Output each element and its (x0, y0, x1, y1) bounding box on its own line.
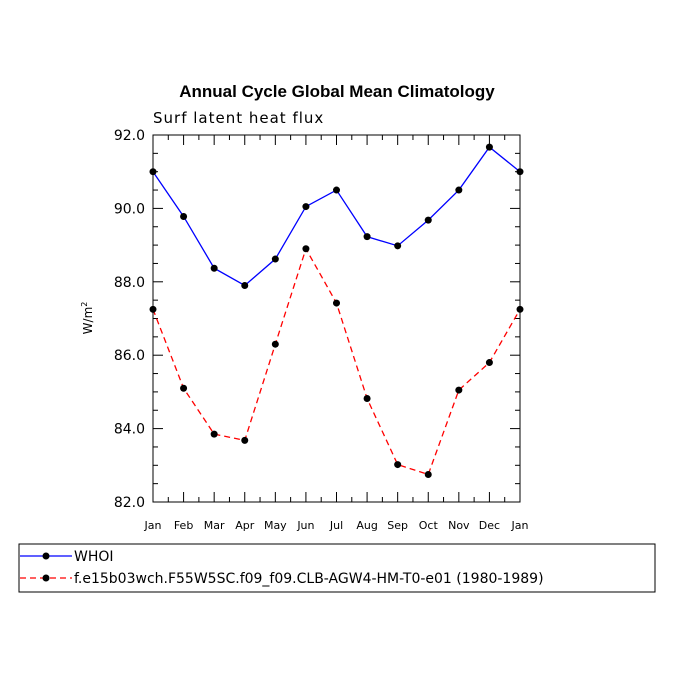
data-point (180, 384, 188, 392)
data-point (210, 430, 218, 438)
y-tick-label: 88.0 (114, 275, 145, 291)
legend-marker (42, 574, 50, 582)
x-tick-label: Mar (204, 519, 225, 532)
x-tick-label: Jan (511, 519, 529, 532)
x-tick-label: Feb (174, 519, 193, 532)
chart-subtitle: Surf latent heat flux (153, 109, 324, 127)
data-point (241, 281, 249, 289)
data-point (333, 186, 340, 194)
x-tick-label: Jun (296, 519, 314, 532)
data-point (485, 359, 493, 367)
y-tick-label: 82.0 (114, 495, 145, 511)
data-point (333, 299, 340, 307)
legend-label: WHOI (74, 549, 114, 565)
x-tick-labels: Jan Feb Mar Apr May Jun Jul Aug Sep Oct Nov Dec Jan (144, 519, 529, 532)
legend-entry-1: WHOI (20, 549, 114, 565)
x-tick-label: Aug (356, 519, 377, 532)
data-point (271, 340, 279, 348)
data-point (149, 168, 157, 176)
data-point (516, 168, 524, 176)
y-tick-label: 84.0 (114, 422, 145, 438)
y-tick-label: 92.0 (114, 128, 145, 144)
data-point (485, 143, 493, 151)
x-tick-label: Apr (235, 519, 255, 532)
data-point (424, 470, 432, 478)
data-point (363, 233, 371, 241)
series-line (152, 146, 521, 287)
data-point (302, 245, 310, 253)
x-tick-label: Jan (144, 519, 162, 532)
data-point (149, 305, 157, 313)
x-tick-label: Oct (419, 519, 439, 532)
x-tick-label: Nov (448, 519, 470, 532)
x-tick-label: Sep (387, 519, 408, 532)
y-tick-labels: 82.0 84.0 86.0 88.0 90.0 92.0 (114, 128, 145, 511)
y-axis-label-superscript: 2 (80, 302, 89, 307)
data-point (394, 242, 402, 250)
x-tick-label: Dec (479, 519, 500, 532)
data-point (455, 386, 463, 394)
data-point (271, 255, 279, 263)
y-axis-label: W/m2 (80, 302, 95, 335)
legend-label: f.e15b03wch.F55W5SC.f09_f09.CLB-AGW4-HM-… (74, 571, 544, 587)
chart-title: Annual Cycle Global Mean Climatology (179, 82, 495, 101)
data-point (180, 212, 188, 220)
series-group (149, 143, 524, 478)
legend-marker (42, 552, 50, 560)
plot-axes (152, 134, 521, 503)
data-point (241, 436, 249, 444)
legend-box (18, 543, 656, 593)
data-point (210, 264, 218, 272)
data-point (394, 461, 402, 469)
series-1 (149, 143, 524, 289)
legend-entry-2: f.e15b03wch.F55W5SC.f09_f09.CLB-AGW4-HM-… (20, 571, 544, 587)
y-tick-label: 90.0 (114, 201, 145, 217)
series-line (152, 247, 521, 476)
x-tick-label: May (264, 519, 287, 532)
legend: WHOI f.e15b03wch.F55W5SC.f09_f09.CLB-AGW4… (18, 543, 656, 593)
y-axis-label-base: W/m (81, 307, 95, 335)
data-point (455, 186, 463, 194)
data-point (302, 203, 310, 211)
series-2 (149, 245, 524, 478)
data-point (516, 305, 524, 313)
y-tick-label: 86.0 (114, 348, 145, 364)
x-tick-label: Jul (329, 519, 343, 532)
data-point (424, 216, 432, 224)
data-point (363, 395, 371, 403)
